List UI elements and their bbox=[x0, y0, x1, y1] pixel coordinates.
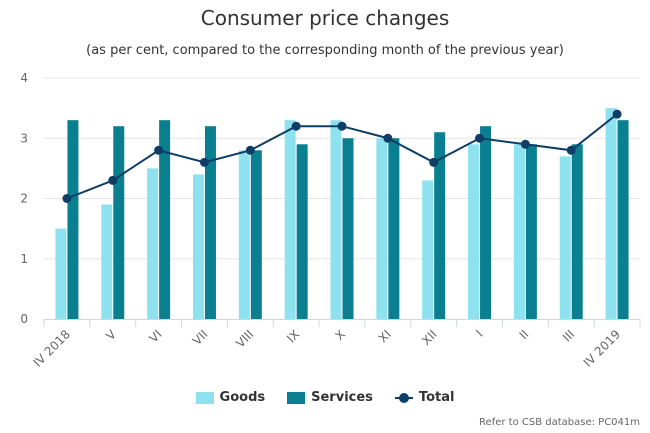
legend-item-goods[interactable]: Goods bbox=[195, 390, 266, 405]
legend-label-services: Services bbox=[311, 390, 373, 405]
source-credit[interactable]: Refer to CSB database: PC041m bbox=[479, 417, 640, 428]
bar-goods bbox=[468, 144, 480, 319]
legend: Goods Services Total bbox=[0, 390, 650, 405]
bar-services bbox=[296, 144, 308, 319]
point-total bbox=[62, 194, 72, 203]
point-total bbox=[108, 175, 118, 185]
bar-services bbox=[525, 144, 537, 319]
x-tick-label: I bbox=[473, 327, 485, 339]
bar-goods bbox=[147, 168, 159, 319]
bar-services bbox=[388, 138, 400, 319]
point-total bbox=[429, 157, 439, 167]
point-total bbox=[154, 145, 164, 155]
x-tick-label: IV 2018 bbox=[31, 327, 74, 370]
legend-item-services[interactable]: Services bbox=[287, 390, 373, 405]
bar-goods bbox=[55, 228, 67, 319]
bar-goods bbox=[605, 108, 617, 319]
point-total bbox=[520, 139, 530, 149]
bar-services bbox=[250, 150, 262, 319]
y-tick-label: 0 bbox=[20, 312, 28, 326]
x-tick-label: II bbox=[517, 327, 532, 342]
bar-goods bbox=[422, 180, 434, 319]
legend-swatch-goods bbox=[195, 391, 214, 404]
bar-goods bbox=[101, 204, 113, 319]
bar-services bbox=[434, 132, 446, 319]
point-total bbox=[475, 133, 485, 143]
x-tick-label: X bbox=[332, 327, 348, 343]
x-tick-label: XI bbox=[376, 327, 394, 345]
x-tick-label: III bbox=[560, 327, 577, 344]
bar-goods bbox=[192, 174, 204, 319]
legend-item-total[interactable]: Total bbox=[394, 390, 455, 405]
bar-goods bbox=[284, 120, 296, 319]
x-tick-label: IX bbox=[284, 327, 302, 345]
x-tick-label: XII bbox=[419, 327, 440, 348]
point-total bbox=[337, 121, 347, 131]
bar-services bbox=[480, 126, 492, 319]
x-tick-label: V bbox=[103, 327, 119, 343]
bar-services bbox=[67, 120, 79, 319]
point-total bbox=[383, 133, 393, 143]
point-total bbox=[566, 145, 576, 155]
chart-title: Consumer price changes bbox=[200, 6, 450, 30]
bar-services bbox=[159, 120, 171, 319]
bar-goods bbox=[376, 138, 388, 319]
point-total bbox=[612, 109, 622, 119]
y-tick-label: 4 bbox=[20, 71, 28, 85]
bar-services bbox=[113, 126, 125, 319]
x-tick-label: IV 2019 bbox=[581, 327, 624, 370]
legend-label-goods: Goods bbox=[219, 390, 266, 405]
chart-subtitle: (as per cent, compared to the correspond… bbox=[86, 43, 564, 58]
x-tick-label: VII bbox=[190, 327, 211, 348]
y-tick-label: 1 bbox=[20, 252, 28, 266]
bar-goods bbox=[513, 144, 525, 319]
x-tick-label: VI bbox=[147, 327, 165, 345]
bar-services bbox=[571, 144, 583, 319]
point-total bbox=[291, 121, 301, 131]
legend-swatch-services bbox=[287, 391, 306, 404]
bar-goods bbox=[559, 156, 571, 319]
bar-services bbox=[617, 120, 629, 319]
y-tick-label: 2 bbox=[20, 192, 28, 206]
bar-services bbox=[342, 138, 354, 319]
bar-goods bbox=[330, 120, 342, 319]
y-tick-label: 3 bbox=[20, 131, 28, 145]
point-total bbox=[245, 145, 255, 155]
legend-line-marker-total bbox=[394, 392, 413, 404]
bar-services bbox=[204, 126, 216, 319]
bar-goods bbox=[238, 150, 250, 319]
point-total bbox=[199, 157, 209, 167]
legend-label-total: Total bbox=[418, 390, 455, 405]
x-tick-label: VIII bbox=[233, 327, 256, 350]
